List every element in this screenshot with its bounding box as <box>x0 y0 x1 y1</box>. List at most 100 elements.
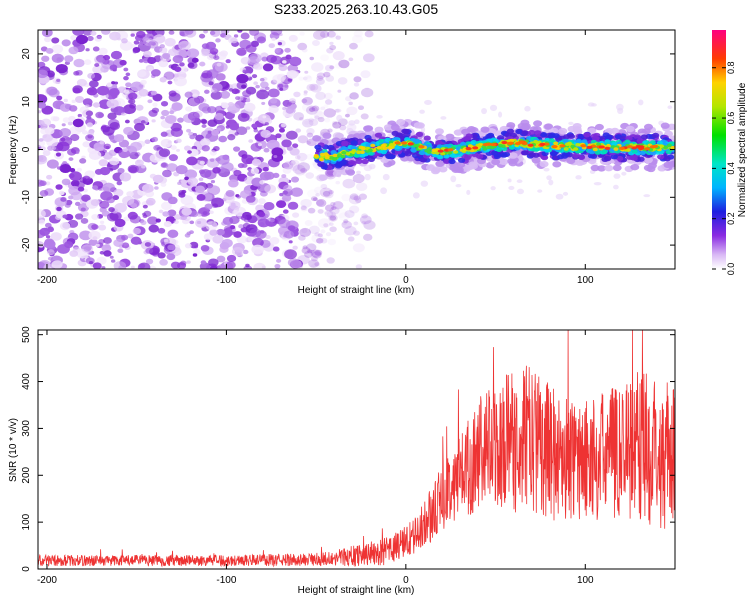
noise-blob <box>285 107 294 114</box>
noise-blob <box>108 207 115 213</box>
noise-blob <box>167 229 179 239</box>
noise-blob <box>100 191 113 201</box>
noise-blob <box>111 259 116 263</box>
noise-blob <box>312 30 326 40</box>
noise-blob <box>64 241 74 249</box>
noise-blob <box>85 134 95 142</box>
noise-blob <box>349 205 360 214</box>
noise-blob <box>213 55 220 61</box>
noise-blob <box>348 57 354 62</box>
noise-blob <box>353 221 359 226</box>
noise-blob <box>184 91 193 98</box>
y-tick-label: 200 <box>21 466 32 483</box>
noise-blob <box>145 197 156 206</box>
y-tick-label: 20 <box>21 48 32 60</box>
faint-blob <box>562 191 569 196</box>
noise-blob <box>59 128 71 138</box>
noise-blob <box>287 201 299 210</box>
noise-blob <box>303 75 313 82</box>
noise-blob <box>177 117 184 123</box>
tone-blob <box>592 147 598 152</box>
noise-blob <box>253 128 259 133</box>
noise-blob <box>314 262 320 267</box>
noise-blob <box>167 209 177 217</box>
noise-blob <box>114 202 127 213</box>
tone-blob <box>636 138 644 144</box>
noise-blob <box>353 195 360 201</box>
noise-blob <box>187 111 200 121</box>
noise-blob <box>214 62 228 73</box>
noise-blob <box>47 256 53 261</box>
noise-blob <box>191 57 199 63</box>
noise-blob <box>181 207 192 216</box>
noise-blob <box>353 30 363 38</box>
noise-blob <box>327 128 333 133</box>
noise-blob <box>187 62 195 68</box>
noise-blob <box>160 100 169 107</box>
tone-blob <box>612 164 622 172</box>
noise-blob <box>310 263 321 269</box>
peak-blob <box>527 143 534 147</box>
noise-blob <box>101 266 106 269</box>
tone-blob <box>431 166 441 173</box>
noise-blob <box>281 139 292 148</box>
noise-blob <box>82 141 91 148</box>
tone-blob <box>410 147 417 153</box>
noise-blob <box>329 215 337 221</box>
noise-blob <box>323 104 329 109</box>
peak-blob <box>559 144 566 148</box>
noise-blob <box>279 87 284 91</box>
noise-blob <box>278 128 285 133</box>
noise-blob <box>225 59 231 64</box>
noise-blob <box>287 258 300 267</box>
noise-blob <box>162 169 172 178</box>
noise-blob <box>300 198 312 208</box>
colorbar-tick-label: 0.0 <box>726 263 736 276</box>
tone-blob <box>346 169 356 176</box>
peak-blob <box>465 147 472 151</box>
noise-blob <box>159 77 167 83</box>
peak-blob <box>437 149 444 153</box>
noise-blob <box>65 199 73 206</box>
tone-blob <box>457 157 466 163</box>
noise-blob <box>352 173 365 184</box>
tone-blob <box>639 150 646 156</box>
noise-blob <box>214 112 224 121</box>
tone-blob <box>508 152 518 159</box>
noise-blob <box>201 51 208 57</box>
tone-blob <box>350 145 357 150</box>
peak-blob <box>586 145 593 150</box>
noise-blob <box>240 215 248 221</box>
noise-blob <box>282 106 287 111</box>
noise-blob <box>219 90 231 99</box>
snr-ticks: -200 -100 0 100 0 100 200 300 400 500 <box>21 326 675 586</box>
faint-blob <box>516 179 523 184</box>
noise-blob <box>312 108 323 117</box>
noise-blob <box>137 70 147 78</box>
noise-blob <box>274 47 282 53</box>
noise-blob <box>304 120 310 125</box>
noise-blob <box>161 109 170 117</box>
noise-blob <box>266 54 278 64</box>
faint-blob <box>440 116 447 120</box>
noise-blob <box>316 72 326 79</box>
noise-blob <box>79 158 87 164</box>
noise-blob <box>325 232 332 237</box>
noise-blob <box>209 210 214 214</box>
noise-blob <box>317 209 324 214</box>
noise-blob <box>231 228 236 233</box>
tone-blob <box>670 145 675 150</box>
faint-blob <box>490 186 496 191</box>
noise-blob <box>98 224 107 231</box>
noise-blob <box>363 220 376 230</box>
faint-blob <box>613 173 621 179</box>
noise-blob <box>266 139 280 150</box>
noise-blob <box>305 153 314 160</box>
noise-blob <box>306 243 317 252</box>
noise-blob <box>46 249 55 256</box>
noise-blob <box>38 262 46 269</box>
noise-blob <box>198 177 204 181</box>
y-tick-label: -10 <box>21 190 32 205</box>
noise-blob <box>332 51 345 61</box>
noise-blob <box>315 91 326 100</box>
